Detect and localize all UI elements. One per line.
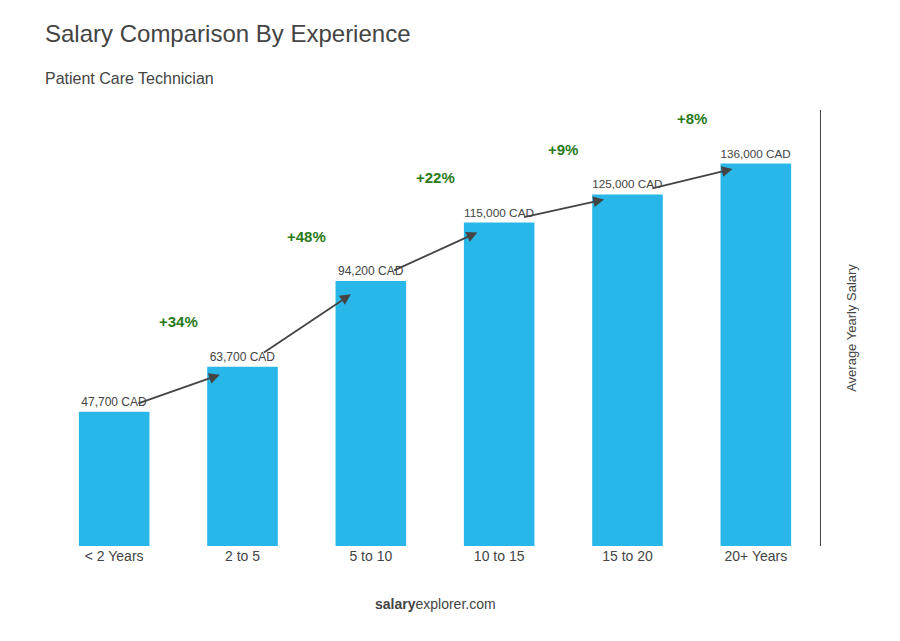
svg-text:63,700 CAD: 63,700 CAD	[210, 350, 276, 364]
svg-text:10 to 15: 10 to 15	[474, 548, 525, 564]
svg-text:Patient Care Technician: Patient Care Technician	[45, 70, 214, 87]
svg-text:Average Yearly Salary: Average Yearly Salary	[844, 264, 859, 392]
svg-text:125,000 CAD: 125,000 CAD	[592, 177, 662, 190]
svg-text:+22%: +22%	[416, 169, 455, 186]
svg-text:2 to 5: 2 to 5	[225, 548, 260, 564]
svg-text:47,700 CAD: 47,700 CAD	[81, 395, 147, 409]
svg-text:+48%: +48%	[287, 228, 326, 245]
svg-text:15 to 20: 15 to 20	[602, 548, 653, 564]
svg-text:Salary Comparison By Experienc: Salary Comparison By Experience	[45, 20, 411, 47]
svg-text:salaryexplorer.com: salaryexplorer.com	[375, 596, 496, 612]
svg-text:20+ Years: 20+ Years	[724, 548, 787, 564]
svg-text:136,000 CAD: 136,000 CAD	[721, 147, 791, 160]
svg-text:+9%: +9%	[548, 141, 578, 158]
svg-text:+8%: +8%	[677, 110, 707, 127]
svg-text:115,000 CAD: 115,000 CAD	[464, 206, 534, 220]
svg-text:+34%: +34%	[159, 313, 198, 330]
svg-text:5 to 10: 5 to 10	[349, 548, 392, 564]
svg-text:94,200 CAD: 94,200 CAD	[338, 264, 404, 278]
svg-text:< 2 Years: < 2 Years	[85, 548, 144, 564]
